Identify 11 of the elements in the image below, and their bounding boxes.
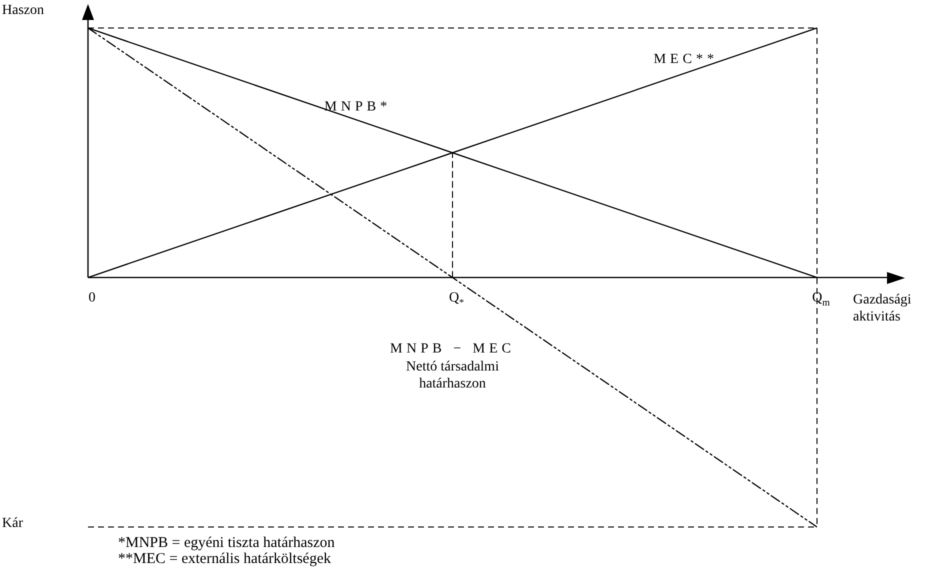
text: **MEC = externális határköltségek xyxy=(118,551,332,567)
x-axis-title: Gazdasági aktivitás xyxy=(853,292,912,324)
text: Kár xyxy=(2,516,24,531)
series-label: MNPB* xyxy=(324,99,392,114)
x-tick-label: 0 xyxy=(88,290,96,306)
text: *MNPB = egyéni tiszta határhaszon xyxy=(118,535,335,551)
x-tick-label: Q* xyxy=(448,290,464,309)
series-label: MEC** xyxy=(654,52,718,67)
series-label: MNPB − MEC xyxy=(390,341,515,356)
annotation: Nettó társadalmi határhaszon xyxy=(406,359,500,392)
y-axis-title: Haszon xyxy=(2,3,44,18)
